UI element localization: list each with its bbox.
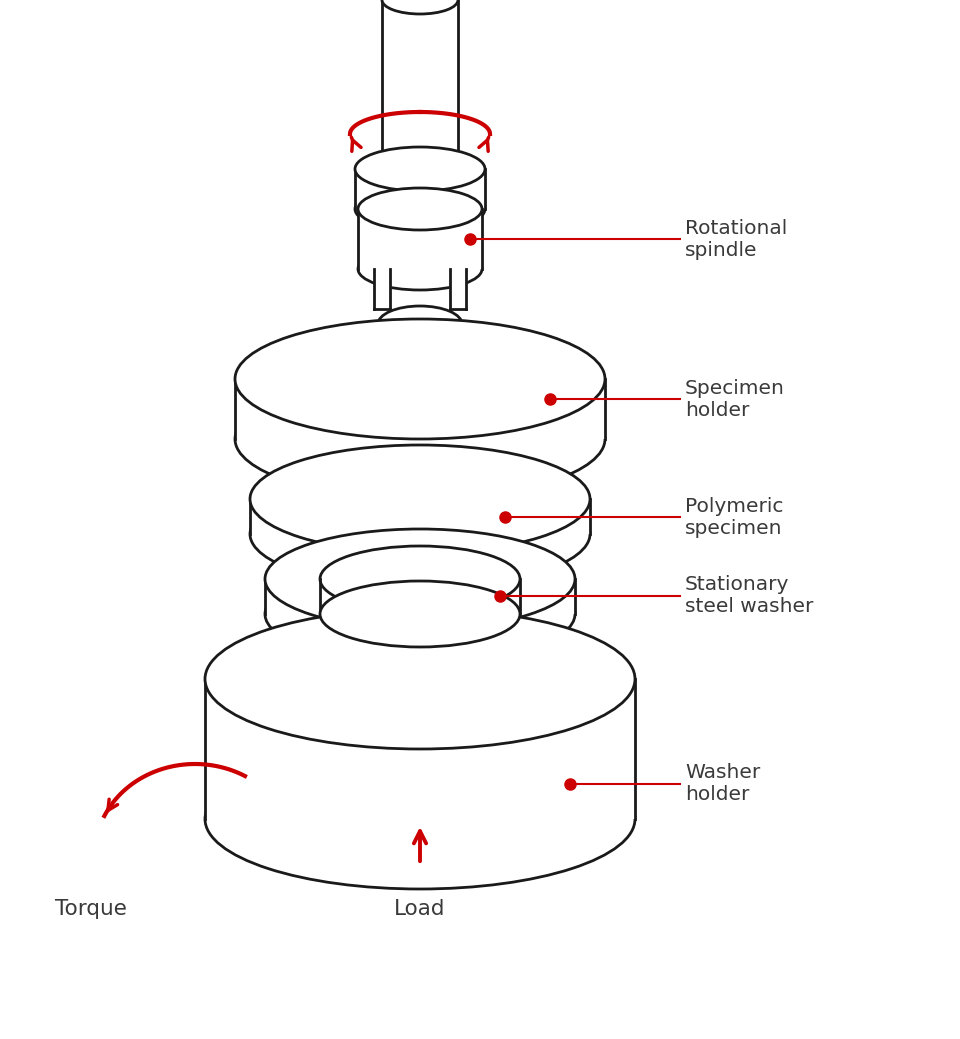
Polygon shape: [355, 169, 485, 209]
Ellipse shape: [235, 379, 605, 499]
Ellipse shape: [320, 581, 520, 647]
Polygon shape: [250, 499, 590, 534]
Ellipse shape: [334, 651, 506, 707]
Ellipse shape: [382, 155, 458, 183]
Ellipse shape: [324, 371, 360, 387]
Text: Rotational
spindle: Rotational spindle: [685, 218, 787, 260]
Ellipse shape: [358, 188, 482, 230]
Ellipse shape: [250, 445, 590, 553]
Ellipse shape: [355, 187, 485, 231]
Text: Stationary
steel washer: Stationary steel washer: [685, 576, 813, 616]
Ellipse shape: [235, 319, 605, 439]
Ellipse shape: [237, 619, 603, 739]
Ellipse shape: [325, 467, 515, 531]
Polygon shape: [235, 379, 605, 439]
Polygon shape: [265, 579, 575, 614]
Ellipse shape: [375, 365, 445, 393]
Ellipse shape: [382, 0, 458, 14]
Ellipse shape: [378, 307, 462, 342]
Polygon shape: [205, 680, 635, 819]
Ellipse shape: [265, 529, 575, 629]
Ellipse shape: [460, 371, 496, 387]
Text: Torque: Torque: [55, 899, 127, 920]
Ellipse shape: [205, 749, 635, 889]
Ellipse shape: [358, 248, 482, 290]
Ellipse shape: [270, 630, 570, 728]
Ellipse shape: [355, 146, 485, 191]
Text: Washer
holder: Washer holder: [685, 764, 760, 804]
Text: Polymeric
specimen: Polymeric specimen: [685, 497, 783, 537]
Ellipse shape: [205, 609, 635, 749]
Ellipse shape: [265, 564, 575, 664]
Polygon shape: [450, 269, 466, 309]
Ellipse shape: [529, 681, 561, 697]
Ellipse shape: [301, 640, 539, 718]
Text: Specimen
holder: Specimen holder: [685, 378, 785, 420]
Polygon shape: [382, 0, 458, 169]
Text: Load: Load: [395, 899, 445, 920]
Ellipse shape: [320, 547, 520, 612]
Polygon shape: [374, 269, 390, 309]
Ellipse shape: [364, 661, 476, 697]
Ellipse shape: [250, 480, 590, 588]
Polygon shape: [358, 209, 482, 269]
